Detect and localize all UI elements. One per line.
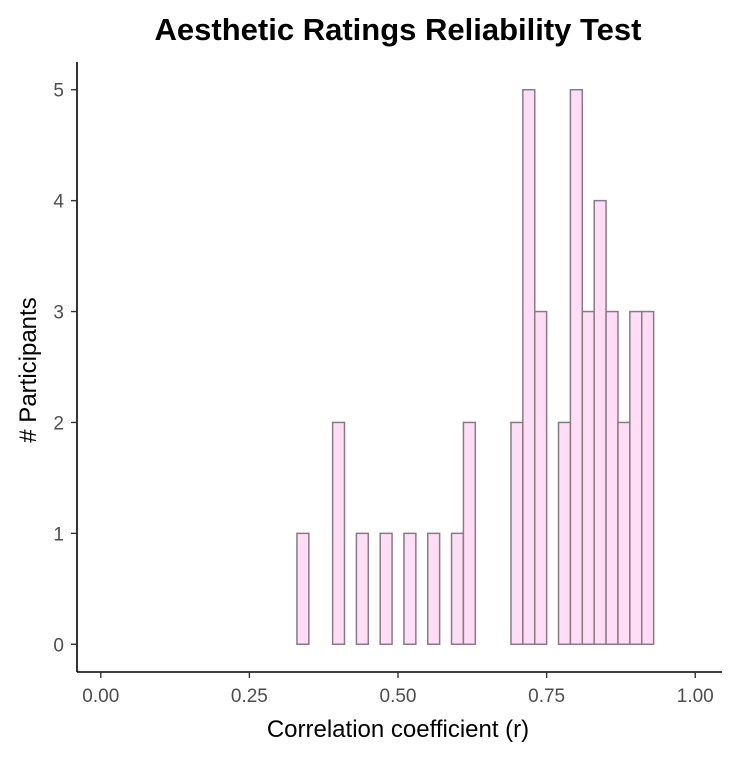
- histogram-bar: [450, 532, 465, 646]
- histogram-bar: [331, 421, 346, 646]
- chart-title: Aesthetic Ratings Reliability Test: [155, 12, 642, 47]
- histogram-bar: [569, 88, 584, 646]
- y-tick-label: 4: [53, 192, 64, 213]
- histogram-bar: [641, 310, 655, 646]
- x-tick-label: 0.50: [380, 686, 417, 707]
- x-tick-label: 0.75: [528, 686, 565, 707]
- x-tick-label: 0.25: [231, 686, 268, 707]
- y-tick-label: 3: [53, 303, 64, 324]
- y-tick-label: 1: [53, 524, 64, 545]
- x-axis-title: Correlation coefficient (r): [267, 716, 529, 743]
- histogram-bar: [557, 421, 572, 646]
- y-axis-ticks: 0 1 2 3 4 5: [53, 81, 77, 656]
- histogram-bar: [462, 421, 477, 646]
- x-axis-ticks: 0.00 0.25 0.50 0.75 1.00: [82, 672, 714, 707]
- histogram-bar: [617, 421, 631, 646]
- histogram-bars: [296, 88, 655, 646]
- histogram-bar: [426, 532, 441, 646]
- y-tick-label: 2: [53, 413, 64, 434]
- histogram-bar: [522, 88, 536, 646]
- histogram-bar: [581, 310, 595, 646]
- y-tick-label: 5: [53, 81, 64, 102]
- histogram-bar: [403, 532, 417, 646]
- histogram-bar: [605, 310, 619, 646]
- histogram-bar: [593, 199, 607, 646]
- histogram-bar: [629, 310, 643, 646]
- histogram-bar: [355, 532, 370, 646]
- y-tick-label: 0: [53, 635, 64, 656]
- histogram-bar: [379, 532, 393, 646]
- histogram-bar: [510, 421, 524, 646]
- x-tick-label: 1.00: [677, 686, 714, 707]
- histogram-bar: [296, 532, 310, 646]
- y-axis-title: # Participants: [15, 297, 42, 442]
- histogram-bar: [533, 310, 548, 646]
- x-tick-label: 0.00: [82, 686, 119, 707]
